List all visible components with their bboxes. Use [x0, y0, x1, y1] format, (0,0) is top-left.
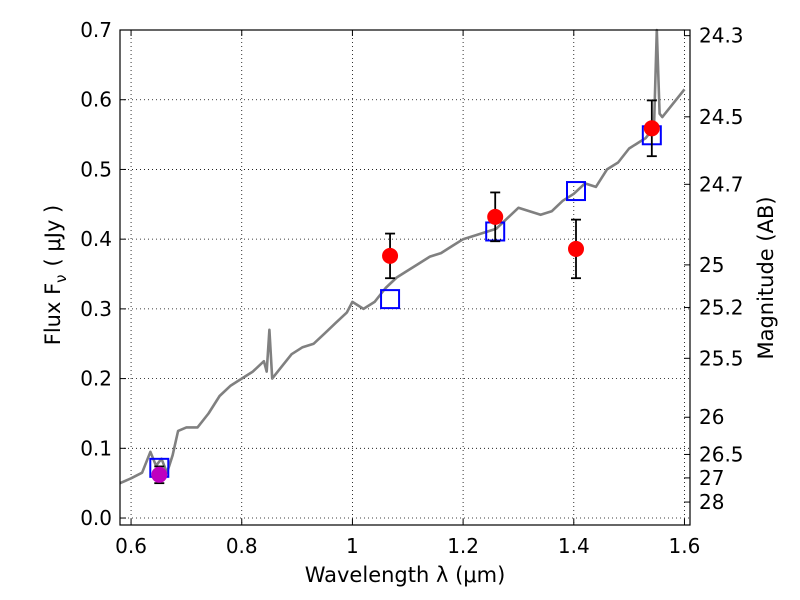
mag-tick-label: 28 [699, 490, 724, 514]
x-tick-label: 1.6 [669, 534, 701, 558]
mag-tick-label: 24.3 [699, 24, 744, 48]
y-axis-title-right: Magnitude (AB) [754, 196, 778, 359]
observed-point [382, 247, 399, 264]
observed-point [151, 466, 168, 483]
y-axis-title-main: Flux F [41, 283, 65, 345]
mag-tick-label: 24.7 [699, 172, 744, 196]
y-tick-label: 0.1 [80, 436, 112, 460]
x-tick-label: 1.2 [447, 534, 479, 558]
x-tick-label: 1.4 [558, 534, 590, 558]
model-point [566, 181, 586, 202]
y-tick-label: 0.5 [80, 157, 112, 181]
x-tick-label: 0.6 [115, 534, 147, 558]
observed-point [487, 208, 504, 225]
spectrum-line [119, 28, 686, 485]
x-axis-title: Wavelength λ (μm) [305, 563, 506, 587]
mag-tick-label: 27 [699, 466, 724, 490]
model-point [380, 289, 401, 310]
y-axis-title-unit: ( μJy ) [41, 205, 65, 267]
y-axis-title-sub: ν [52, 274, 70, 282]
observed-point [643, 120, 660, 137]
mag-tick-label: 25.5 [699, 346, 744, 370]
observed-point [568, 240, 584, 257]
x-tick-label: 0.8 [226, 534, 258, 558]
observed-points [151, 99, 660, 485]
y-tick-label: 0.6 [80, 88, 112, 112]
y-tick-label: 0.4 [80, 227, 112, 251]
mag-tick-label: 25 [699, 253, 724, 277]
mag-tick-label: 25.2 [699, 295, 744, 319]
plot-frame [119, 29, 691, 526]
y-tick-label: 0.7 [80, 18, 112, 42]
model-points [149, 125, 662, 478]
mag-tick-label: 26.5 [699, 442, 744, 466]
spectrum-series [119, 28, 686, 485]
mag-tick-label: 24.5 [699, 105, 744, 129]
y-axis-title-left: Flux Fν ( μJy ) [41, 205, 70, 346]
y-tick-label: 0.0 [80, 506, 112, 530]
y-tick-label: 0.3 [80, 297, 112, 321]
x-tick-label: 1 [346, 534, 359, 558]
grid [120, 29, 690, 525]
axis-ticks: 0.6 0.8 1 1.2 1.4 1.6 0.0 0.1 0.2 0.3 0.4 0.5 0.6 0.7… [80, 18, 743, 558]
y-tick-label: 0.2 [80, 367, 112, 391]
mag-tick-label: 26 [699, 405, 724, 429]
